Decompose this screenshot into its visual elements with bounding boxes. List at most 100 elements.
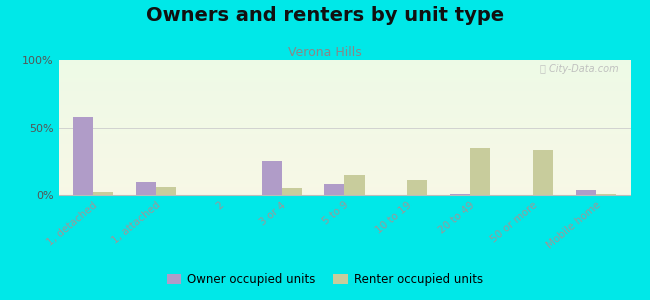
Bar [58,67,630,68]
Bar [281,188,302,195]
Bar [58,156,630,157]
Bar [58,68,630,69]
Bar [58,165,630,166]
Bar [58,85,630,86]
Bar [261,161,281,195]
Bar [58,178,630,179]
Bar [58,93,630,94]
Bar [58,66,630,67]
Bar [58,81,630,82]
Bar [58,97,630,98]
Bar [58,123,630,124]
Bar [58,185,630,186]
Bar [58,121,630,122]
Bar [58,96,630,97]
Bar [58,177,630,178]
Bar [58,136,630,137]
Bar [58,150,630,151]
Bar [58,145,630,146]
Bar [58,151,630,152]
Bar [58,108,630,109]
Bar [58,182,630,183]
Bar [58,148,630,149]
Bar [58,124,630,125]
Bar [450,194,470,195]
Bar [58,101,630,102]
Bar [58,64,630,65]
Bar [576,190,596,195]
Bar [58,160,630,161]
Bar [58,69,630,70]
Bar [58,98,630,99]
Text: ⓘ City-Data.com: ⓘ City-Data.com [540,64,619,74]
Bar [136,182,156,195]
Bar [58,122,630,123]
Bar [58,74,630,75]
Bar [58,138,630,139]
Bar [58,139,630,140]
Bar [58,79,630,80]
Bar [58,146,630,147]
Bar [58,126,630,127]
Bar [58,115,630,116]
Bar [58,110,630,111]
Bar [324,184,345,195]
Bar [58,111,630,112]
Bar [58,192,630,193]
Bar [58,118,630,119]
Bar [58,71,630,72]
Bar [58,193,630,194]
Bar [58,82,630,83]
Bar [58,60,630,61]
Bar [58,113,630,114]
Bar [58,184,630,185]
Bar [58,135,630,136]
Bar [58,194,630,195]
Bar [58,130,630,131]
Bar [58,174,630,175]
Bar [58,72,630,73]
Bar [58,95,630,96]
Bar [58,179,630,180]
Bar [58,105,630,106]
Bar [58,76,630,77]
Bar [58,172,630,173]
Bar [58,65,630,66]
Bar [58,188,630,189]
Bar [58,117,630,118]
Bar [58,189,630,190]
Bar [58,157,630,158]
Bar [58,164,630,165]
Bar [58,129,630,130]
Bar [58,153,630,154]
Bar [58,132,630,133]
Bar [58,90,630,91]
Bar [58,87,630,88]
Bar [58,147,630,148]
Bar [58,190,630,191]
Bar [533,150,553,195]
Bar [58,158,630,159]
Bar [58,181,630,182]
Bar [58,149,630,150]
Bar [58,155,630,156]
Bar [58,134,630,135]
Bar [58,77,630,78]
Bar [58,83,630,84]
Bar [58,107,630,108]
Bar [58,133,630,134]
Bar [58,94,630,95]
Bar [156,187,176,195]
Bar [58,89,630,90]
Legend: Owner occupied units, Renter occupied units: Owner occupied units, Renter occupied un… [162,269,488,291]
Bar [58,120,630,121]
Bar [58,141,630,142]
Bar [58,142,630,143]
Bar [58,80,630,81]
Bar [58,154,630,155]
Bar [58,70,630,71]
Bar [58,144,630,145]
Bar [58,119,630,120]
Bar [58,104,630,105]
Text: Verona Hills: Verona Hills [288,46,362,59]
